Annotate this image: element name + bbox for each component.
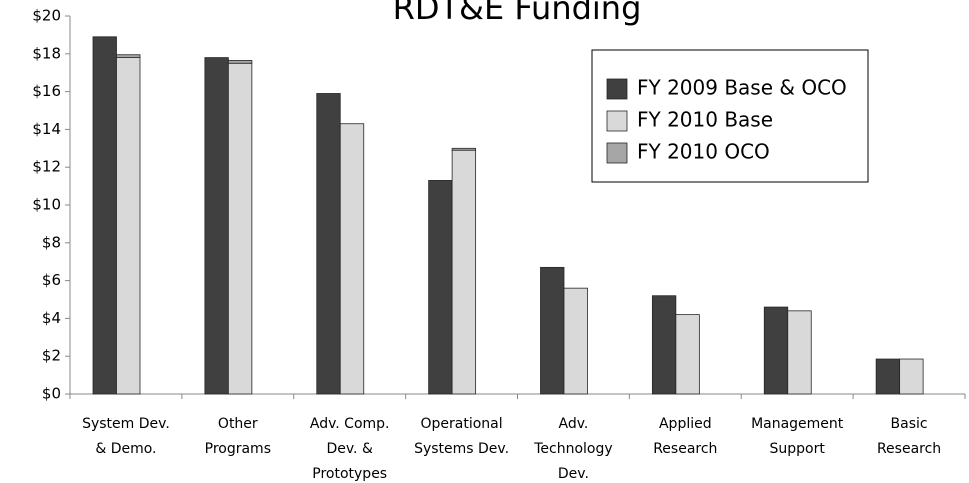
x-tick-label: System Dev. & Demo. [82,416,170,457]
bar [787,310,812,395]
y-tick-label: $16 [32,82,61,100]
bar [563,287,588,395]
x-tick-label: Other Programs [205,416,271,457]
y-tick-label: $6 [42,271,61,289]
bar [116,54,141,58]
bar [899,358,924,395]
legend-label: FY 2010 Base [637,108,773,132]
bar [540,266,565,395]
y-tick-label: $20 [32,7,61,25]
bar [451,149,477,395]
bar [875,358,901,395]
chart-title: RDT&E Funding [393,0,642,27]
x-tick-label: Applied Research [653,416,717,457]
bar [763,306,789,395]
legend-box [591,49,869,183]
y-tick-label: $12 [32,158,61,176]
x-tick-label: Basic Research [877,416,941,457]
legend-label: FY 2010 OCO [637,140,770,164]
legend-swatch [606,110,628,132]
bar [92,36,117,395]
y-tick-label: $8 [42,233,61,251]
bar [227,62,253,395]
legend-swatch [606,142,628,164]
bar [675,314,700,395]
y-tick-label: $0 [42,385,61,403]
bar [339,123,365,395]
bar [451,147,477,151]
x-tick-label: Adv. Technology Dev. [533,416,612,482]
y-tick-label: $2 [42,347,61,365]
bar [651,295,677,395]
bar [204,57,229,395]
x-tick-label: Management Support [751,416,844,457]
y-tick-label: $18 [32,44,61,62]
bar [428,180,453,395]
bar [316,93,341,395]
x-tick-label: Operational Systems Dev. [414,416,509,457]
y-tick-label: $10 [32,196,61,214]
bar [116,57,141,395]
legend-label: FY 2009 Base & OCO [637,76,847,100]
legend-swatch [606,78,628,100]
y-tick-label: $4 [42,309,61,327]
bar [227,60,253,64]
y-tick-label: $14 [32,120,61,138]
x-tick-label: Adv. Comp. Dev. & Prototypes [310,416,390,482]
